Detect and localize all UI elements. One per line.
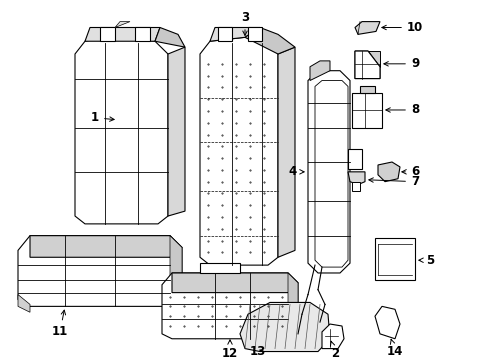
Text: 10: 10 <box>381 21 422 34</box>
Polygon shape <box>135 27 150 41</box>
Text: 12: 12 <box>222 340 238 360</box>
Polygon shape <box>321 324 343 348</box>
Text: 7: 7 <box>368 175 418 188</box>
Polygon shape <box>354 51 379 78</box>
Text: 2: 2 <box>330 341 338 360</box>
Polygon shape <box>155 27 184 47</box>
Polygon shape <box>244 27 294 54</box>
Polygon shape <box>115 22 130 27</box>
Text: 9: 9 <box>383 57 418 70</box>
Polygon shape <box>200 37 278 265</box>
Polygon shape <box>18 294 30 312</box>
Polygon shape <box>359 86 374 93</box>
Text: 3: 3 <box>241 11 248 35</box>
Polygon shape <box>75 37 168 224</box>
Polygon shape <box>347 172 364 185</box>
Polygon shape <box>85 27 160 41</box>
Polygon shape <box>287 273 297 339</box>
Text: 1: 1 <box>91 111 114 124</box>
Polygon shape <box>209 27 260 41</box>
Text: 13: 13 <box>249 345 265 358</box>
Polygon shape <box>168 47 184 216</box>
Polygon shape <box>18 236 182 306</box>
Polygon shape <box>170 287 182 309</box>
Polygon shape <box>30 236 182 257</box>
Polygon shape <box>351 182 359 192</box>
Polygon shape <box>354 51 379 78</box>
Polygon shape <box>200 263 240 273</box>
Polygon shape <box>218 27 231 41</box>
Polygon shape <box>247 27 262 41</box>
Polygon shape <box>354 22 379 34</box>
Polygon shape <box>162 273 297 339</box>
Text: 8: 8 <box>385 103 418 117</box>
Polygon shape <box>374 306 399 339</box>
Polygon shape <box>100 27 115 41</box>
Polygon shape <box>309 61 329 81</box>
Polygon shape <box>377 162 399 182</box>
Text: 4: 4 <box>288 165 304 178</box>
Polygon shape <box>351 93 381 128</box>
Polygon shape <box>240 302 329 351</box>
Polygon shape <box>374 238 414 280</box>
Polygon shape <box>170 236 182 306</box>
Text: 5: 5 <box>418 254 433 267</box>
Polygon shape <box>278 47 294 257</box>
Polygon shape <box>367 51 379 67</box>
Polygon shape <box>347 149 361 169</box>
Text: 6: 6 <box>401 165 418 178</box>
Text: 14: 14 <box>386 339 403 358</box>
Text: 11: 11 <box>52 310 68 338</box>
Polygon shape <box>172 273 297 293</box>
